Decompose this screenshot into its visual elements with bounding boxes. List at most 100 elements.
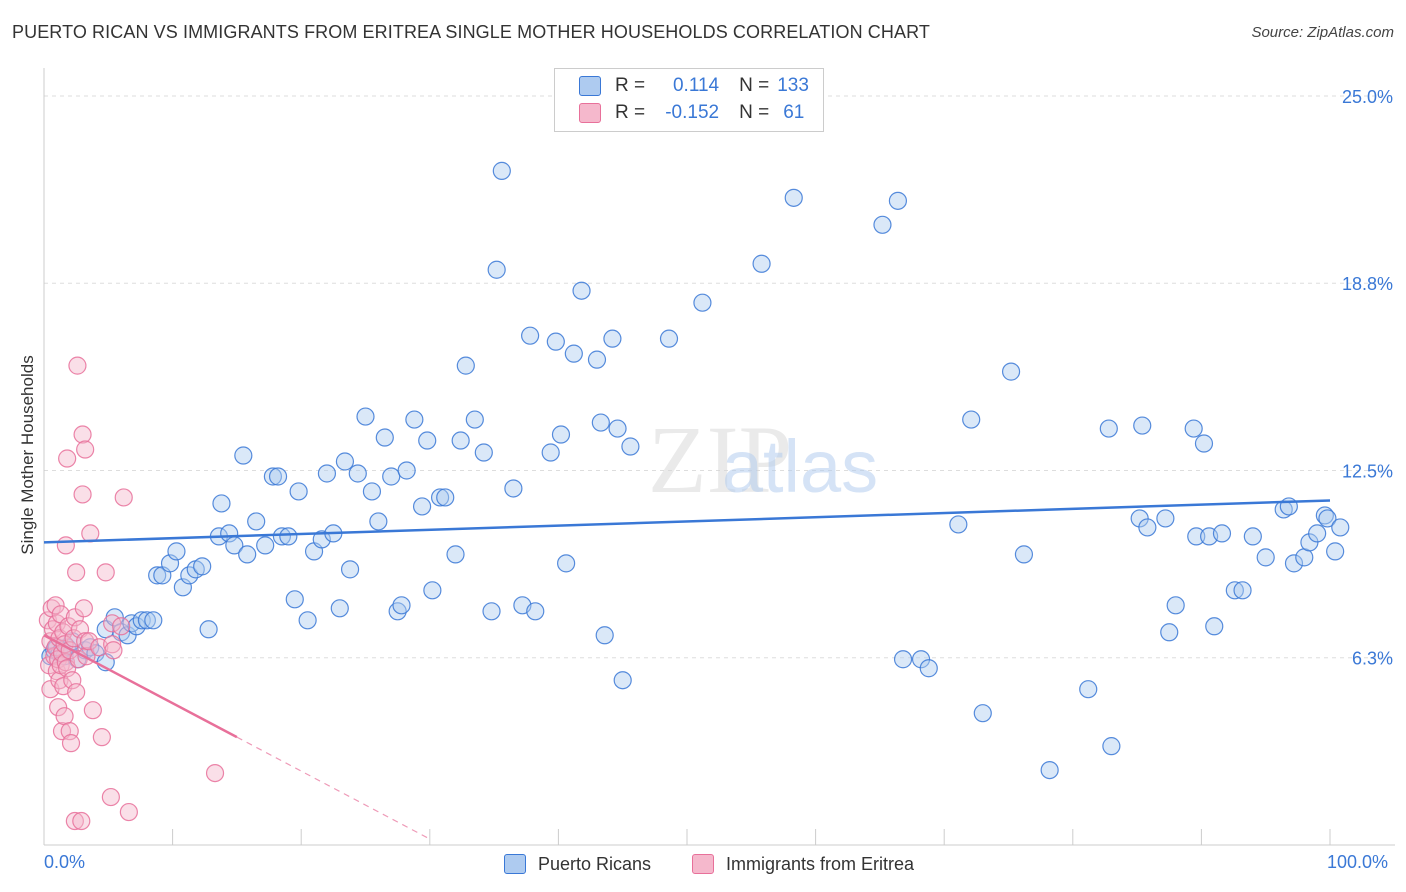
watermark-atlas: atlas (722, 425, 878, 508)
data-point (546, 332, 565, 351)
data-point (46, 596, 65, 615)
trend-lines (43, 499, 1331, 840)
data-point (1308, 524, 1327, 543)
bottom-legend-label: Puerto Ricans (538, 853, 652, 874)
data-point (603, 329, 622, 348)
data-point (1160, 623, 1179, 642)
y-tick-label: 25.0% (1342, 87, 1393, 107)
data-point (119, 802, 138, 822)
trend-line-puerto-ricans (43, 499, 1331, 544)
data-point (1205, 617, 1224, 636)
data-point (487, 260, 506, 279)
data-point (92, 728, 111, 747)
data-point (397, 461, 416, 480)
watermark-zip: ZIP (648, 406, 792, 513)
data-point (621, 437, 640, 456)
data-point (68, 356, 87, 375)
legend-r-value: 0.114 (672, 75, 720, 96)
data-point (893, 650, 913, 669)
data-point (61, 734, 81, 753)
data-point (340, 560, 360, 579)
data-point (1284, 554, 1304, 573)
data-point (272, 527, 292, 546)
axes (43, 68, 1395, 846)
data-point (557, 554, 576, 573)
data-point (1040, 760, 1059, 780)
data-point (1099, 419, 1118, 438)
data-point (1014, 545, 1034, 564)
data-point (608, 419, 627, 438)
data-point (76, 440, 95, 459)
chart-title: PUERTO RICAN VS IMMIGRANTS FROM ERITREA … (12, 22, 930, 42)
data-point (81, 524, 100, 543)
data-point (1243, 527, 1262, 546)
data-point (330, 599, 349, 618)
data-point (1187, 527, 1206, 546)
data-point (1194, 434, 1214, 453)
data-point (526, 602, 545, 621)
data-point (101, 787, 120, 807)
data-point (919, 659, 938, 678)
data-point (247, 512, 266, 531)
data-point (74, 599, 93, 618)
y-tick-label: 6.3% (1352, 649, 1393, 669)
data-point (492, 161, 511, 180)
data-point (64, 629, 83, 648)
legend-n-label: N = (739, 75, 770, 96)
data-point (205, 763, 225, 783)
data-point (1331, 518, 1350, 537)
series-eritrea (38, 356, 225, 831)
legend: R = 0.114 N = 133 R = -0.152 N = 61 (554, 68, 824, 132)
data-point (451, 431, 470, 450)
data-point (1315, 506, 1334, 525)
y-tick-labels: 6.3% 12.5% 18.8% 25.0% (1342, 87, 1393, 669)
data-point (238, 545, 257, 564)
data-point (382, 467, 401, 486)
x-tick-label-min: 0.0% (44, 852, 86, 872)
data-point (263, 467, 283, 486)
data-point (285, 590, 304, 609)
bottom-legend-swatch-blue (504, 854, 526, 874)
legend-r-label: R = (615, 102, 646, 123)
data-point (474, 443, 493, 462)
data-point (127, 617, 146, 636)
data-point (289, 482, 308, 501)
data-point (79, 632, 99, 651)
data-point (234, 446, 253, 465)
data-point (73, 425, 92, 444)
data-point (521, 326, 540, 345)
data-point (356, 407, 375, 426)
legend-n-value: 61 (783, 102, 805, 123)
data-point (369, 512, 388, 531)
data-point (56, 536, 75, 555)
data-point (1225, 581, 1244, 600)
data-point (962, 410, 981, 429)
data-point (456, 356, 475, 375)
data-point (335, 452, 355, 471)
data-point (348, 464, 367, 483)
data-point (1102, 737, 1121, 756)
data-point (1326, 542, 1345, 561)
data-point (47, 614, 66, 633)
data-point (418, 431, 437, 450)
bottom-legend-swatch-pink (692, 854, 714, 874)
legend-n-label: N = (739, 102, 770, 123)
data-point (659, 329, 679, 348)
data-point (1133, 416, 1152, 435)
data-point (122, 614, 141, 633)
data-point (613, 671, 632, 690)
data-point (1318, 509, 1337, 528)
data-point (973, 704, 992, 723)
data-point (114, 488, 133, 507)
y-tick-label: 18.8% (1342, 274, 1393, 294)
data-point (423, 581, 442, 600)
data-point (96, 563, 115, 582)
data-point (63, 671, 82, 690)
data-point (104, 641, 123, 660)
data-point (482, 602, 501, 621)
data-point (167, 542, 186, 561)
data-point (212, 494, 231, 513)
data-point (1001, 362, 1021, 381)
data-point (564, 344, 583, 363)
